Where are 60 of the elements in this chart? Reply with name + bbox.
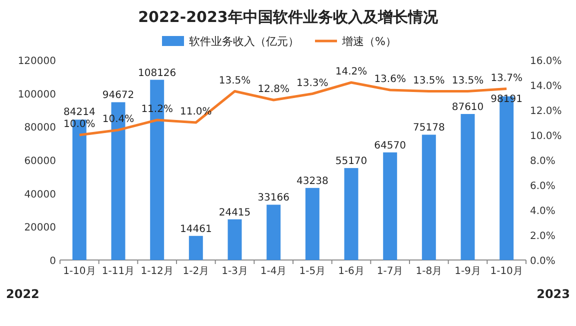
x-tick-label: 1-12月 bbox=[140, 266, 174, 277]
y2-tick-label: 16.0% bbox=[530, 56, 562, 67]
bar bbox=[422, 134, 436, 260]
y2-tick-label: 14.0% bbox=[530, 81, 562, 92]
y-tick-label: 0 bbox=[50, 256, 56, 267]
data-label: 108126 bbox=[138, 68, 176, 79]
x-tick-label: 1-9月 bbox=[454, 266, 481, 277]
bar bbox=[305, 188, 320, 260]
x-tick-label: 1-8月 bbox=[416, 266, 442, 277]
bar bbox=[344, 168, 358, 260]
y2-tick-label: 8.0% bbox=[530, 156, 556, 167]
text: 2022 bbox=[6, 287, 40, 301]
data-label: 33166 bbox=[258, 192, 290, 204]
y-tick-label: 20000 bbox=[24, 222, 56, 234]
bar bbox=[266, 204, 281, 260]
x-tick-label: 1-4月 bbox=[260, 266, 287, 277]
data-label: 13.5% bbox=[413, 75, 445, 86]
data-label: 13.7% bbox=[490, 72, 522, 84]
y2-tick-label: 4.0% bbox=[530, 206, 556, 217]
data-label: 13.3% bbox=[296, 78, 328, 89]
x-tick-label: 1-10月 bbox=[63, 266, 96, 277]
y-tick-label: 120000 bbox=[18, 56, 56, 67]
data-label: 64570 bbox=[374, 140, 406, 152]
x-tick-label: 1-5月 bbox=[299, 266, 326, 277]
x-tick-label: 1-11月 bbox=[102, 266, 135, 277]
bar bbox=[228, 219, 242, 260]
chart-title: 2022-2023年中国软件业务收入及增长情况 bbox=[138, 8, 439, 26]
data-label: 14461 bbox=[180, 224, 212, 235]
y2-tick-label: 12.0% bbox=[530, 106, 562, 117]
y2-tick-label: 10.0% bbox=[530, 131, 562, 142]
y-tick-label: 60000 bbox=[24, 156, 56, 167]
data-label: 75178 bbox=[413, 122, 445, 134]
data-label: 94672 bbox=[102, 90, 134, 102]
data-label: 13.5% bbox=[218, 75, 251, 86]
y2-tick-label: 6.0% bbox=[530, 181, 556, 192]
y2-tick-label: 2.0% bbox=[530, 231, 556, 242]
bar bbox=[460, 114, 475, 260]
bar bbox=[383, 152, 398, 260]
x-tick-label: 1-2月 bbox=[182, 266, 210, 277]
data-label: 13.5% bbox=[452, 75, 484, 86]
data-label: 24415 bbox=[218, 207, 251, 218]
x-tick-label: 1-7月 bbox=[376, 266, 404, 277]
data-label: 14.2% bbox=[335, 66, 368, 78]
bar bbox=[188, 236, 203, 260]
legend-label: 增速（%） bbox=[341, 35, 396, 48]
y-tick-label: 100000 bbox=[18, 89, 56, 100]
data-label: 43238 bbox=[296, 176, 328, 187]
y2-tick-label: 0.0% bbox=[530, 256, 556, 267]
x-tick-label: 1-10月 bbox=[490, 266, 523, 277]
data-label: 12.8% bbox=[258, 84, 290, 95]
data-label: 55170 bbox=[335, 156, 368, 168]
data-label: 87610 bbox=[452, 102, 484, 113]
x-tick-label: 1-3月 bbox=[222, 266, 248, 277]
x-tick-label: 1-6月 bbox=[338, 266, 364, 277]
legend-label: 软件业务收入（亿元） bbox=[189, 35, 299, 48]
text: 2023 bbox=[536, 287, 570, 301]
data-label: 13.6% bbox=[374, 74, 406, 85]
y-tick-label: 80000 bbox=[24, 122, 56, 134]
data-label: 84214 bbox=[64, 107, 96, 118]
y-tick-label: 40000 bbox=[24, 189, 56, 200]
